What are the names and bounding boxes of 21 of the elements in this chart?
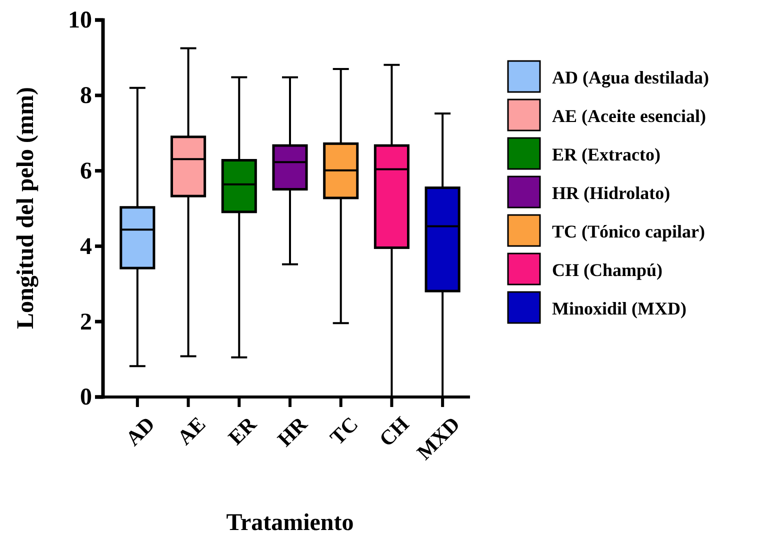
legend-label: AE (Aceite esencial) (552, 106, 706, 126)
y-tick-label: 8 (80, 83, 92, 110)
legend-label: AD (Agua destilada) (552, 67, 710, 88)
y-tick-label: 0 (80, 384, 92, 411)
x-tick-label: HR (272, 411, 313, 452)
legend-label: ER (Extracto) (552, 144, 660, 164)
y-tick-label: 2 (80, 309, 92, 336)
x-tick-label: AD (120, 412, 160, 450)
y-axis-title: Longitud del pelo (mm) (13, 86, 39, 330)
legend-label: HR (Hidrolato) (552, 182, 670, 203)
legend-label: Minoxidil (MXD) (552, 298, 686, 318)
x-tick-label: CH (374, 412, 414, 452)
y-tick-label: 4 (80, 234, 92, 260)
x-tick-label: AE (172, 412, 210, 450)
x-tick-label: ER (223, 411, 262, 450)
y-tick-label: 6 (80, 158, 92, 184)
y-tick-label: 10 (68, 8, 92, 34)
x-axis-title: Tratamiento (226, 510, 354, 536)
legend-label: CH (Champú) (552, 260, 663, 280)
x-tick-label: TC (325, 412, 363, 450)
legend-label: TC (Tónico capilar) (552, 221, 705, 242)
